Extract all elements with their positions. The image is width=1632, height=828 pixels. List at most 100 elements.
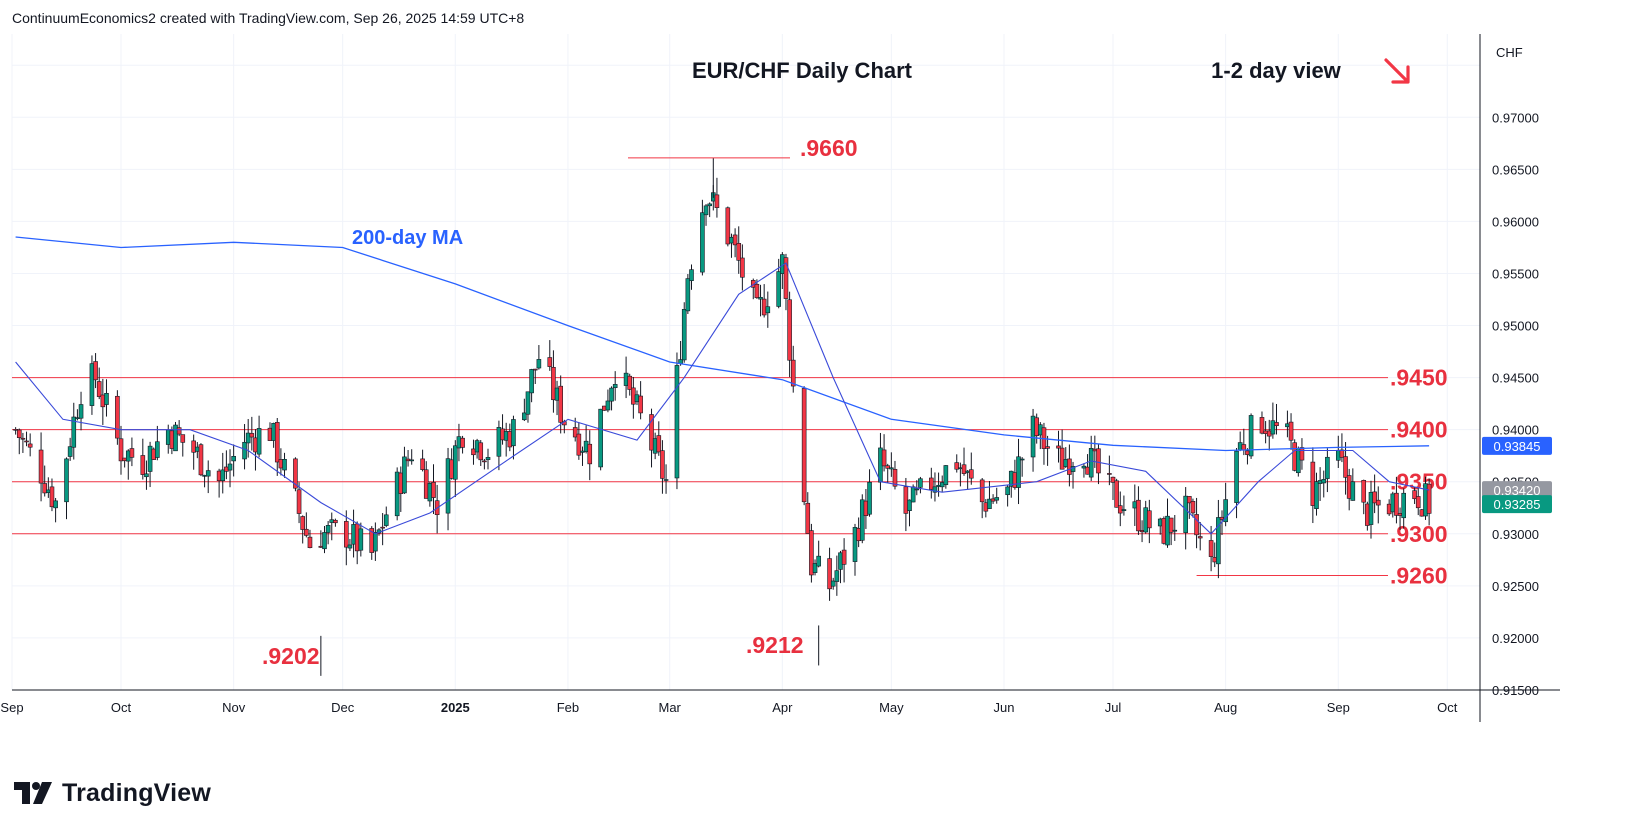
brand-footer[interactable]: TradingView	[14, 776, 211, 810]
candle-up	[1401, 492, 1406, 519]
candle-down	[551, 366, 556, 401]
x-tick-label: Mar	[658, 700, 681, 715]
candle-down	[881, 449, 887, 467]
candle-down	[20, 437, 26, 440]
candle-up	[674, 365, 680, 479]
candle-up	[907, 499, 912, 511]
candle-up	[205, 470, 211, 477]
candle-down	[1056, 445, 1061, 449]
candle-up	[78, 404, 84, 419]
candle-up	[71, 416, 77, 448]
candle-down	[754, 283, 760, 299]
candle-down	[1168, 517, 1174, 533]
candle-down	[1187, 496, 1192, 504]
candle-down	[431, 481, 436, 498]
candle-up	[1270, 420, 1276, 435]
candle-up	[830, 580, 836, 587]
y-tick-label: 0.92500	[1492, 579, 1539, 594]
y-tick-label: 0.96500	[1492, 162, 1539, 177]
candle-down	[587, 443, 593, 465]
candle-up	[914, 488, 920, 491]
candle-up	[383, 514, 389, 526]
ma200-line	[15, 236, 1430, 452]
x-tick-label: Dec	[331, 700, 355, 715]
candle-down	[380, 526, 385, 529]
candle-up	[173, 424, 178, 452]
candle-up	[987, 498, 992, 509]
candle-down	[732, 234, 738, 246]
candle-up	[703, 205, 709, 216]
candle-down	[547, 357, 553, 367]
candle-up	[536, 359, 542, 369]
candle-up	[373, 532, 378, 552]
level-label: .9350	[1390, 469, 1448, 495]
candle-down	[38, 449, 44, 484]
candle-down	[576, 433, 582, 456]
candle-down	[249, 433, 255, 438]
y-tick-label: 0.94000	[1492, 423, 1539, 438]
candle-down	[191, 440, 196, 453]
candle-down	[1412, 490, 1417, 500]
y-tick-label: 0.92000	[1492, 631, 1539, 646]
candle-up	[496, 427, 502, 457]
price-tag	[1482, 436, 1552, 455]
candle-down	[304, 528, 309, 536]
ma200-label: 200-day MA	[352, 227, 463, 249]
candle-down	[885, 465, 891, 469]
candle-down	[293, 458, 298, 489]
candle-down	[740, 257, 745, 278]
y-tick-label: 0.94500	[1492, 371, 1539, 386]
candle-up	[1368, 492, 1374, 525]
candle-down	[1194, 514, 1199, 536]
candle-down	[572, 427, 578, 438]
candle-down	[1394, 492, 1399, 516]
y-tick-label: 0.96000	[1492, 214, 1539, 229]
candle-up	[776, 271, 782, 307]
annotations: EUR/CHF Daily Chart 1-2 day view .9660 .920…	[262, 58, 1410, 669]
candle-down	[176, 427, 182, 435]
candle-down	[296, 489, 302, 514]
x-tick-label: May	[879, 700, 904, 715]
candle-down	[1208, 540, 1214, 557]
level-label: .9400	[1390, 417, 1448, 443]
candle-down	[968, 469, 974, 479]
candle-down	[1107, 473, 1112, 475]
low-label: .9202	[262, 643, 320, 669]
candle-up	[242, 441, 247, 460]
x-tick-label: Sep	[1327, 700, 1350, 715]
candle-up	[943, 465, 949, 486]
candle-up	[758, 296, 763, 300]
candle-up	[511, 419, 516, 447]
candle-down	[49, 486, 55, 508]
candle-down	[460, 437, 465, 448]
candle-up	[1172, 529, 1178, 532]
x-tick-label: Sep	[0, 700, 23, 715]
candle-up	[681, 309, 687, 361]
candle-up	[689, 269, 694, 281]
moving-averages: 200-day MA	[15, 227, 1430, 535]
axes: 0.975000.970000.965000.960000.955000.950…	[0, 34, 1560, 722]
tradingview-logo-icon	[14, 782, 52, 804]
candle-down	[180, 434, 186, 443]
candle-up	[932, 486, 938, 493]
candle-down	[954, 462, 960, 470]
x-tick-label: Apr	[772, 700, 793, 715]
candle-up	[1005, 486, 1010, 496]
y-tick-label: 0.97000	[1492, 110, 1539, 125]
candle-up	[1030, 415, 1036, 458]
candle-down	[1259, 417, 1265, 434]
chart-title: EUR/CHF Daily Chart	[692, 58, 913, 83]
candle-down	[558, 385, 563, 423]
candle-down	[892, 468, 898, 487]
candle-down	[656, 435, 662, 453]
arrow-down-right-icon	[1384, 58, 1410, 84]
candle-down	[420, 458, 425, 470]
candle-down	[979, 479, 985, 503]
candle-up	[402, 456, 407, 494]
x-tick-label: Aug	[1214, 700, 1237, 715]
level-label: .9300	[1390, 521, 1448, 547]
candle-down	[300, 516, 305, 530]
y-tick-label: 0.95000	[1492, 319, 1539, 334]
candle-up	[453, 445, 458, 480]
